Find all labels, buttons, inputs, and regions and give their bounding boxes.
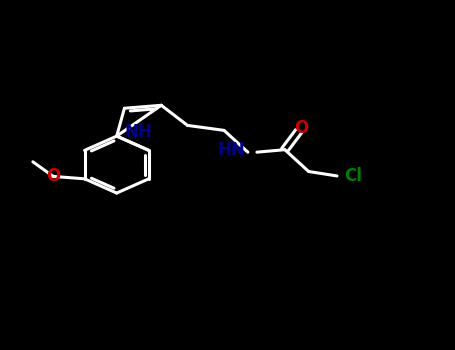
- Text: O: O: [46, 167, 61, 186]
- Text: O: O: [294, 119, 308, 138]
- Text: HN: HN: [218, 141, 246, 160]
- Text: Cl: Cl: [344, 167, 362, 185]
- Text: NH: NH: [125, 123, 152, 141]
